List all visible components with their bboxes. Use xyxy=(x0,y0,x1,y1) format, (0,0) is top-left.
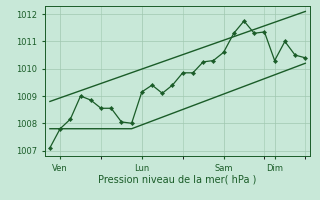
X-axis label: Pression niveau de la mer( hPa ): Pression niveau de la mer( hPa ) xyxy=(99,174,257,184)
